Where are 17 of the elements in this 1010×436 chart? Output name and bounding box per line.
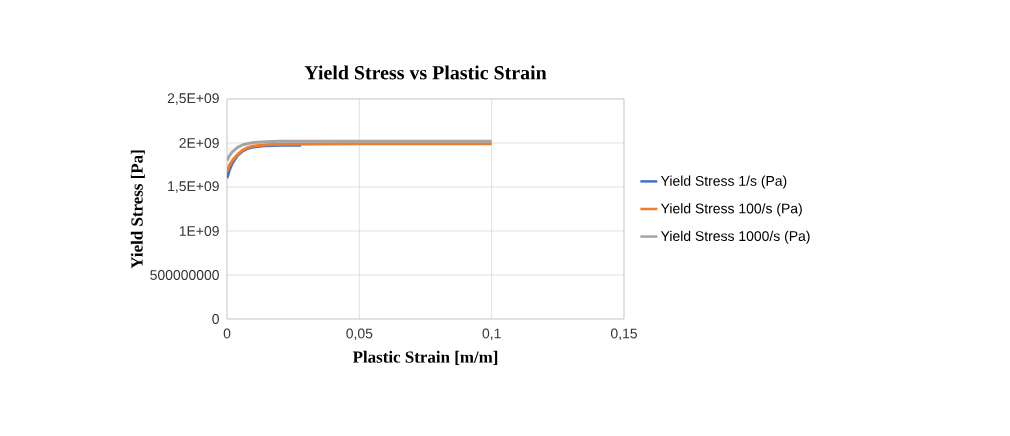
legend-label: Yield Stress 100/s (Pa) [660,203,802,217]
x-tick-label: 0,1 [482,328,501,341]
y-tick-label: 2E+09 [179,138,219,148]
y-axis-title: Yield Stress [Pa] [130,150,145,269]
x-axis-title: Plastic Strain [m/m] [352,350,498,365]
x-tick-label: 0 [223,328,231,339]
y-tick-label: 1,5E+09 [168,181,219,193]
y-tick-label: 1E+09 [179,226,219,236]
line-series [227,142,494,173]
legend-label: Yield Stress 1000/s (Pa) [660,230,810,244]
y-tick-label: 500000000 [150,270,219,280]
legend-label: Yield Stress 1/s (Pa) [660,175,787,189]
x-tick-label: 0,15 [610,328,637,341]
x-tick-label: 0,05 [346,328,373,341]
chart-title: Yield Stress vs Plastic Strain [304,65,547,80]
y-tick-label: 2,5E+09 [167,93,219,105]
y-tick-label: 0 [212,314,219,324]
